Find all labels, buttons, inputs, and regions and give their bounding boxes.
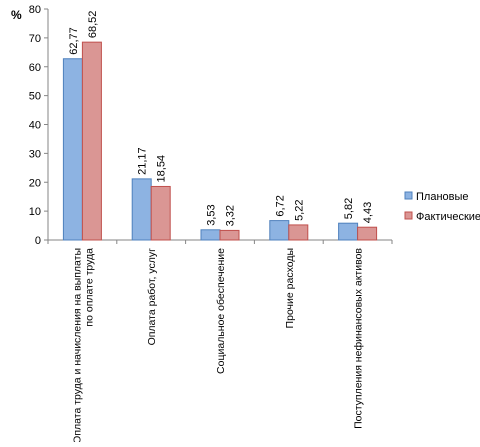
- legend-swatch: [404, 191, 413, 200]
- data-label: 6,72: [274, 195, 286, 216]
- data-label: 18,54: [156, 155, 168, 183]
- legend-label: Плановые: [416, 191, 469, 203]
- x-tick-label: Социальное обеспечение: [215, 248, 227, 374]
- x-tick-label: по оплате труда: [83, 248, 95, 327]
- x-tick-label: Поступления нефинансовых активов: [353, 248, 365, 429]
- bar: [150, 185, 171, 241]
- data-label: 21,17: [137, 147, 149, 175]
- y-tick-label: 10: [29, 206, 41, 218]
- x-tick-label: Оплата труда и начисления на выплаты: [71, 248, 83, 442]
- y-tick-label: 60: [29, 62, 41, 74]
- data-label: 68,52: [87, 11, 99, 39]
- data-label: 3,32: [225, 205, 237, 226]
- bar: [288, 224, 309, 241]
- data-label: 5,82: [343, 198, 355, 219]
- x-tick-label: Оплата работ, услуг: [146, 248, 158, 346]
- data-label: 62,77: [68, 27, 80, 55]
- y-tick-label: 80: [29, 4, 41, 16]
- bar: [269, 220, 290, 241]
- data-label: 3,53: [206, 204, 218, 225]
- data-label: 5,22: [293, 200, 305, 221]
- y-tick-label: 20: [29, 177, 41, 189]
- y-tick-label: 0: [35, 235, 41, 247]
- legend-swatch: [404, 211, 413, 220]
- y-tick-label: 40: [29, 120, 41, 132]
- y-tick-label: 50: [29, 91, 41, 103]
- bar: [338, 222, 359, 241]
- bar: [357, 226, 378, 241]
- bar: [62, 58, 83, 241]
- bar: [219, 229, 240, 241]
- legend-label: Фактические: [416, 211, 480, 223]
- y-tick-label: 70: [29, 33, 41, 45]
- bar: [81, 41, 102, 241]
- y-axis-title: %: [11, 8, 22, 22]
- y-tick-label: 30: [29, 148, 41, 160]
- x-tick-label: Прочие расходы: [284, 248, 296, 328]
- data-label: 4,43: [362, 202, 374, 223]
- bar: [200, 229, 221, 241]
- bar: [131, 178, 152, 241]
